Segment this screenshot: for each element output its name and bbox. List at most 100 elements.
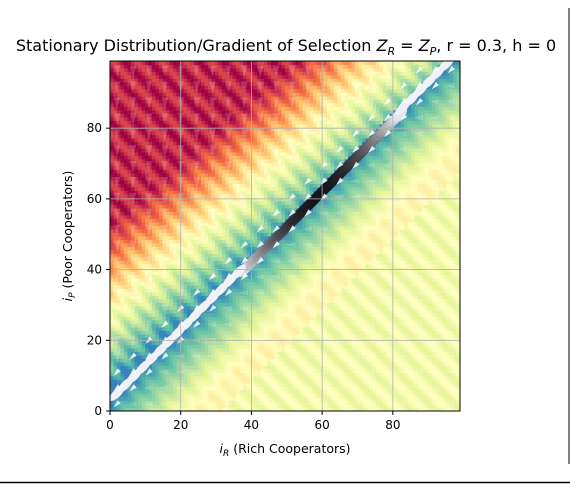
heat-cell (201, 152, 205, 156)
heat-cell (176, 383, 181, 387)
heat-cell (113, 162, 118, 167)
heat-cell (222, 295, 226, 300)
heat-cell (274, 110, 279, 114)
heat-cell (257, 320, 261, 324)
heat-cell (236, 257, 240, 261)
heat-cell (204, 383, 209, 387)
heat-cell (232, 218, 237, 223)
heat-cell (222, 204, 226, 209)
heat-cell (257, 404, 261, 408)
heat-cell (197, 386, 202, 391)
heat-cell (225, 197, 230, 202)
heat-cell (120, 306, 125, 310)
heat-cell (148, 201, 153, 205)
heat-cell (110, 68, 114, 72)
heat-cell (124, 145, 128, 149)
heat-cell (211, 225, 216, 230)
heat-cell (264, 145, 268, 149)
heat-cell (250, 141, 254, 146)
heat-cell (243, 124, 247, 128)
heat-cell (236, 201, 240, 205)
heat-cell (183, 229, 188, 233)
heat-cell (218, 96, 223, 100)
heat-cell (222, 64, 226, 69)
heat-cell (239, 330, 244, 335)
heat-cell (187, 215, 191, 219)
heat-cell (190, 323, 195, 328)
heat-cell (215, 82, 219, 86)
heat-cell (138, 379, 142, 384)
heat-cell (278, 113, 282, 118)
heat-cell (169, 260, 174, 265)
heat-cell (201, 355, 205, 359)
heat-cell (187, 341, 191, 345)
heat-cell (166, 173, 170, 177)
heat-cell (141, 106, 146, 111)
heat-cell (148, 215, 153, 219)
heat-cell (239, 166, 244, 170)
heat-cell (131, 358, 135, 363)
heat-cell (260, 162, 265, 167)
heat-cell (260, 355, 265, 359)
heat-cell (176, 246, 181, 251)
heat-cell (117, 211, 121, 216)
heat-cell (278, 372, 282, 377)
heat-cell (117, 320, 121, 324)
heat-cell (180, 82, 184, 86)
heat-cell (239, 201, 244, 205)
heat-cell (134, 222, 139, 226)
heat-cell (281, 407, 286, 411)
heat-cell (204, 218, 209, 223)
heat-cell (194, 113, 198, 118)
heat-cell (131, 103, 135, 107)
heat-cell (264, 295, 268, 300)
heat-cell (190, 393, 195, 398)
heat-cell (274, 365, 279, 370)
heat-cell (159, 383, 163, 387)
heat-cell (155, 257, 160, 261)
heat-cell (148, 397, 153, 401)
heat-cell (110, 302, 114, 307)
heat-cell (148, 103, 153, 107)
heat-cell (215, 113, 219, 118)
heat-cell (211, 285, 216, 289)
heat-cell (183, 204, 188, 209)
heat-cell (260, 145, 265, 149)
heat-cell (232, 152, 237, 156)
heat-cell (260, 341, 265, 345)
heat-cell (194, 250, 198, 254)
heat-cell (166, 169, 170, 174)
heat-cell (159, 134, 163, 139)
heat-cell (246, 236, 251, 240)
heat-cell (215, 145, 219, 149)
heat-cell (117, 313, 121, 317)
heat-cell (190, 278, 195, 282)
heat-cell (204, 295, 209, 300)
heat-cell (267, 225, 272, 230)
heat-cell (155, 239, 160, 244)
heat-cell (201, 246, 205, 251)
heat-cell (162, 64, 167, 69)
heat-cell (155, 78, 160, 83)
heat-cell (222, 250, 226, 254)
heat-cell (239, 365, 244, 370)
heat-cell (239, 145, 244, 149)
heat-cell (152, 82, 156, 86)
heat-cell (124, 222, 128, 226)
heat-cell (236, 152, 240, 156)
heat-cell (127, 281, 132, 286)
heat-cell (232, 400, 237, 405)
heat-cell (134, 159, 139, 163)
heat-cell (190, 355, 195, 359)
heat-cell (113, 110, 118, 114)
heat-cell (218, 145, 223, 149)
heat-cell (141, 124, 146, 128)
heat-cell (208, 306, 212, 310)
heat-cell (145, 180, 149, 184)
heat-cell (162, 71, 167, 76)
heat-cell (120, 274, 125, 279)
heat-cell (110, 166, 114, 170)
heat-cell (239, 190, 244, 195)
heat-cell (173, 348, 177, 352)
heat-cell (267, 257, 272, 261)
